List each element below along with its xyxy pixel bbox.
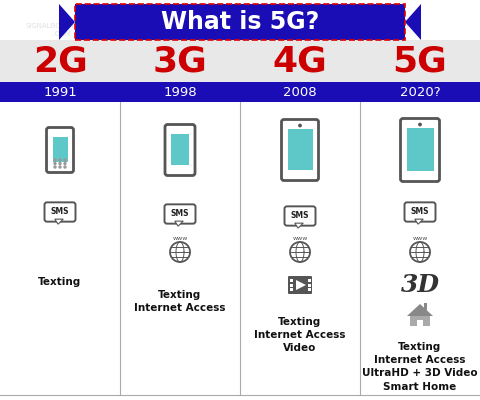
Polygon shape [295,223,303,228]
FancyBboxPatch shape [285,206,315,226]
Circle shape [299,124,301,127]
Polygon shape [296,280,306,290]
Polygon shape [59,4,75,40]
Text: www: www [172,236,188,240]
Polygon shape [175,221,183,226]
Text: 1998: 1998 [163,86,197,98]
Circle shape [170,242,190,262]
Text: SIGNALBOOSTER
      .COM: SIGNALBOOSTER .COM [350,24,409,36]
Text: SMS: SMS [291,210,309,220]
FancyBboxPatch shape [0,82,480,102]
FancyBboxPatch shape [424,303,427,310]
FancyBboxPatch shape [407,128,433,170]
FancyBboxPatch shape [47,128,73,172]
Text: 5G: 5G [393,44,447,78]
FancyBboxPatch shape [75,4,405,40]
Text: Texting
Internet Access
UltraHD + 3D Video
Smart Home: Texting Internet Access UltraHD + 3D Vid… [362,342,478,392]
Text: 2008: 2008 [283,86,317,98]
Polygon shape [407,304,433,316]
Circle shape [64,159,66,161]
Circle shape [59,159,61,161]
Circle shape [54,162,56,164]
Circle shape [419,123,421,126]
Text: Texting: Texting [38,277,82,287]
Circle shape [59,166,61,168]
FancyBboxPatch shape [171,134,189,164]
Text: Texting
Internet Access
Video: Texting Internet Access Video [254,317,346,354]
FancyBboxPatch shape [0,40,480,82]
Text: 2020?: 2020? [400,86,440,98]
Circle shape [64,162,66,164]
FancyBboxPatch shape [289,288,292,291]
FancyBboxPatch shape [308,284,311,286]
Circle shape [410,242,430,262]
Text: www: www [412,236,428,240]
Text: SMS: SMS [171,208,189,218]
Text: 1991: 1991 [43,86,77,98]
Polygon shape [415,219,423,224]
FancyBboxPatch shape [288,276,312,294]
FancyBboxPatch shape [289,284,292,286]
Circle shape [54,166,56,168]
Circle shape [54,159,56,161]
FancyBboxPatch shape [410,316,430,326]
Circle shape [290,242,310,262]
FancyBboxPatch shape [52,136,68,162]
FancyBboxPatch shape [418,320,422,326]
Text: 3D: 3D [400,273,440,297]
FancyBboxPatch shape [281,120,319,180]
FancyBboxPatch shape [165,124,195,176]
Polygon shape [55,219,63,224]
Polygon shape [405,4,421,40]
Text: SIGNALBOOSTER
      .COM: SIGNALBOOSTER .COM [25,24,84,36]
FancyBboxPatch shape [400,118,440,182]
Text: 4G: 4G [273,44,327,78]
Circle shape [59,162,61,164]
Text: 3G: 3G [153,44,207,78]
FancyBboxPatch shape [308,288,311,291]
Text: 2G: 2G [33,44,87,78]
Text: Texting
Internet Access: Texting Internet Access [134,290,226,313]
Text: www: www [292,236,308,240]
FancyBboxPatch shape [165,204,195,224]
Text: SMS: SMS [411,206,429,216]
FancyBboxPatch shape [288,128,312,170]
FancyBboxPatch shape [308,279,311,282]
FancyBboxPatch shape [289,279,292,282]
Circle shape [64,166,66,168]
FancyBboxPatch shape [45,202,75,222]
Text: What is 5G?: What is 5G? [161,10,319,34]
Text: SMS: SMS [51,206,69,216]
FancyBboxPatch shape [405,202,435,222]
